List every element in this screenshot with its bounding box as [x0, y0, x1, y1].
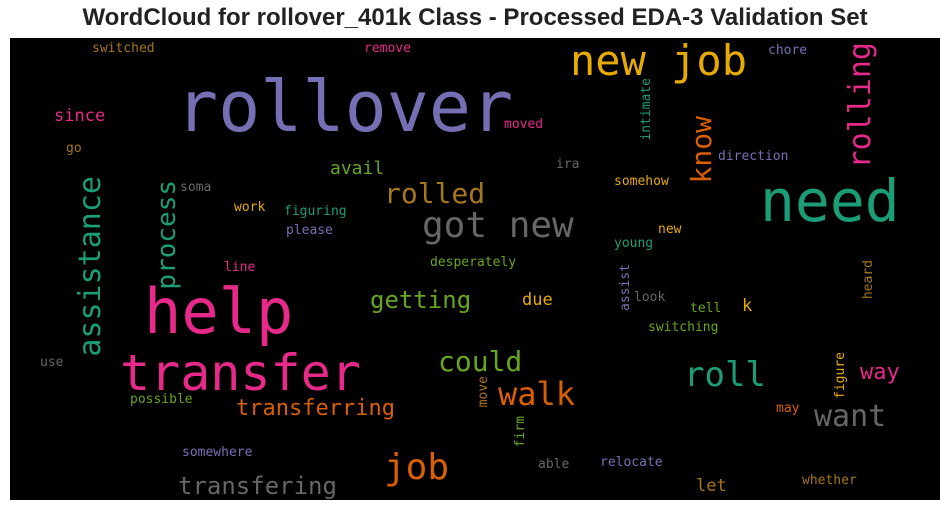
word-somehow: somehow: [614, 174, 669, 189]
word-please: please: [286, 223, 333, 238]
word-assist: assist: [618, 264, 633, 311]
word-need: need: [760, 167, 900, 235]
word-desperately: desperately: [430, 255, 517, 270]
word-young: young: [614, 236, 654, 251]
word-avail: avail: [330, 158, 385, 179]
word-move: move: [476, 376, 491, 408]
word-since: since: [54, 106, 106, 126]
word-transfering: transfering: [178, 472, 337, 500]
word-able: able: [538, 457, 570, 472]
word-figure: figure: [833, 352, 848, 399]
word-switching: switching: [648, 320, 719, 335]
word-rolled: rolled: [384, 177, 486, 210]
word-transfer: transfer: [120, 344, 361, 402]
word-walk: walk: [498, 375, 576, 413]
word-got-new: got new: [422, 205, 574, 246]
word-ira: ira: [556, 157, 580, 172]
chart-title: WordCloud for rollover_401k Class - Proc…: [82, 4, 868, 31]
word-way: way: [860, 360, 900, 385]
word-relocate: relocate: [600, 455, 663, 470]
word-intimate: intimate: [639, 78, 654, 141]
word-want: want: [814, 399, 887, 434]
word-possible: possible: [130, 392, 193, 407]
word-rollover: rollover: [176, 66, 514, 148]
word-k: k: [742, 296, 753, 316]
word-could: could: [438, 345, 523, 378]
word-use: use: [40, 355, 64, 370]
word-direction: direction: [718, 149, 789, 164]
word-whether: whether: [802, 473, 857, 488]
word-look: look: [634, 290, 666, 305]
word-firm: firm: [513, 416, 528, 448]
word-roll: roll: [684, 355, 766, 395]
word-process: process: [152, 180, 182, 290]
word-tell: tell: [690, 301, 722, 316]
word-rolling: rolling: [843, 42, 878, 169]
word-work: work: [234, 200, 266, 215]
word-let: let: [696, 476, 727, 496]
word-transferring: transferring: [236, 396, 395, 421]
word-switched: switched: [92, 41, 155, 56]
word-know: know: [685, 116, 718, 184]
word-chore: chore: [768, 43, 808, 58]
word-soma: soma: [180, 180, 212, 195]
word-new-job: new job: [570, 38, 748, 85]
word-somewhere: somewhere: [182, 445, 253, 460]
word-line: line: [224, 260, 256, 275]
word-due: due: [522, 290, 553, 310]
word-go: go: [66, 141, 82, 156]
word-heard: heard: [861, 260, 876, 300]
word-may: may: [776, 401, 800, 416]
word-new: new: [658, 222, 682, 237]
word-job: job: [384, 447, 450, 488]
word-assistance: assistance: [73, 176, 108, 357]
word-cloud: rollover need help transfer new job got …: [10, 38, 940, 500]
word-help: help: [144, 275, 294, 348]
word-remove: remove: [364, 41, 411, 56]
word-moved: moved: [504, 117, 544, 132]
word-figuring: figuring: [284, 204, 347, 219]
word-getting: getting: [370, 286, 472, 314]
